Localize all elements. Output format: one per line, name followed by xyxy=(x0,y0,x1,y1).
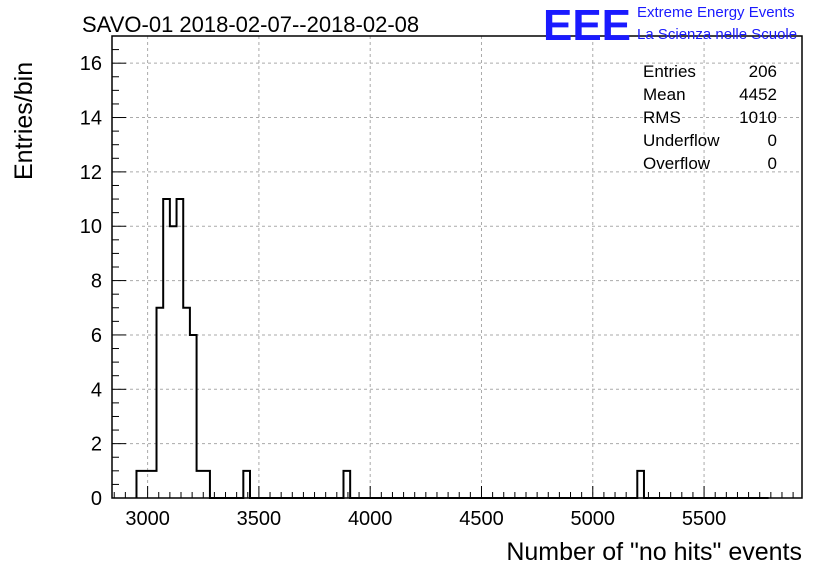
eee-logo-line1: Extreme Energy Events xyxy=(637,4,795,21)
histogram-bar xyxy=(157,308,164,498)
y-tick-label: 2 xyxy=(91,434,102,456)
y-axis-label: Entries/bin xyxy=(10,62,38,180)
histogram-bar xyxy=(735,362,742,498)
grid-lines xyxy=(112,36,802,498)
x-tick-label: 4500 xyxy=(459,508,504,530)
histogram-outline xyxy=(135,198,769,499)
x-tick-label: 5000 xyxy=(571,508,616,530)
x-axis-label: Number of "no hits" events xyxy=(506,538,802,566)
y-tick-label: 10 xyxy=(80,216,102,238)
stats-label-entries: Entries xyxy=(643,62,696,81)
stats-label-rms: RMS xyxy=(643,108,681,127)
histogram-bar xyxy=(343,471,350,498)
stats-value-underflow: 0 xyxy=(768,131,777,150)
histogram-bar xyxy=(197,471,204,498)
histogram-bar xyxy=(150,471,157,498)
x-axis: 3000 3500 4000 4500 5000 5500 xyxy=(113,486,794,530)
histogram-bar xyxy=(415,335,422,498)
y-tick-label: 16 xyxy=(80,53,102,75)
histogram-bar xyxy=(219,471,226,498)
stats-value-mean: 4452 xyxy=(739,85,777,104)
stats-label-overflow: Overflow xyxy=(643,154,711,173)
histogram-bar xyxy=(662,471,669,498)
stats-label-underflow: Underflow xyxy=(643,131,720,150)
histogram-bar xyxy=(455,308,462,498)
histogram-bar xyxy=(588,471,595,498)
histogram-bar xyxy=(408,308,415,498)
histogram-bar xyxy=(715,199,722,498)
histogram-bar xyxy=(428,308,435,498)
x-tick-label: 5500 xyxy=(682,508,727,530)
histogram-bar xyxy=(421,335,428,498)
histogram-bar xyxy=(183,308,190,498)
histogram-bar xyxy=(177,199,184,498)
x-tick-label: 3000 xyxy=(125,508,170,530)
histogram-bars xyxy=(135,198,769,499)
stats-value-overflow: 0 xyxy=(768,154,777,173)
histogram-bar xyxy=(203,471,210,498)
histogram-bar xyxy=(136,471,143,498)
eee-logo: EEE Extreme Energy Events La Scienza nel… xyxy=(543,1,797,50)
stats-box: Entries 206 Mean 4452 RMS 1010 Underflow… xyxy=(643,62,777,173)
histogram-bar xyxy=(722,444,729,498)
x-tick-label: 3500 xyxy=(237,508,282,530)
y-tick-label: 14 xyxy=(80,108,102,130)
y-tick-label: 12 xyxy=(80,162,102,184)
y-tick-label: 0 xyxy=(91,488,102,510)
stats-label-mean: Mean xyxy=(643,85,686,104)
eee-logo-line2: La Scienza nelle Scuole xyxy=(637,26,797,43)
histogram-bar xyxy=(190,335,197,498)
histogram-bar xyxy=(637,471,644,498)
chart-title: SAVO-01 2018-02-07--2018-02-08 xyxy=(82,12,419,37)
histogram-bar xyxy=(461,444,468,498)
histogram-bar xyxy=(695,335,702,498)
histogram-bar xyxy=(268,471,275,498)
histogram-bar xyxy=(742,444,749,498)
y-tick-label: 8 xyxy=(91,271,102,293)
histogram-bar xyxy=(555,471,562,498)
histogram-bar xyxy=(381,471,388,498)
eee-logo-mark: EEE xyxy=(543,1,631,50)
histogram-bar xyxy=(441,362,448,498)
plot-frame xyxy=(111,35,803,499)
histogram-bar xyxy=(749,416,756,498)
histogram-bar xyxy=(675,444,682,498)
histogram-bar xyxy=(163,199,170,498)
stats-value-entries: 206 xyxy=(749,62,777,81)
histogram-bar xyxy=(668,444,675,498)
histogram-bar xyxy=(435,253,442,498)
y-tick-label: 6 xyxy=(91,325,102,347)
histogram-bar xyxy=(143,471,150,498)
y-tick-label: 4 xyxy=(91,379,102,401)
histogram-bar xyxy=(243,471,250,498)
y-axis: 0 2 4 6 8 10 12 14 16 xyxy=(80,35,126,510)
x-tick-label: 4000 xyxy=(348,508,393,530)
histogram-bar xyxy=(755,444,762,498)
histogram-bar xyxy=(762,471,769,498)
stats-value-rms: 1010 xyxy=(739,108,777,127)
histogram-bar xyxy=(170,226,177,498)
